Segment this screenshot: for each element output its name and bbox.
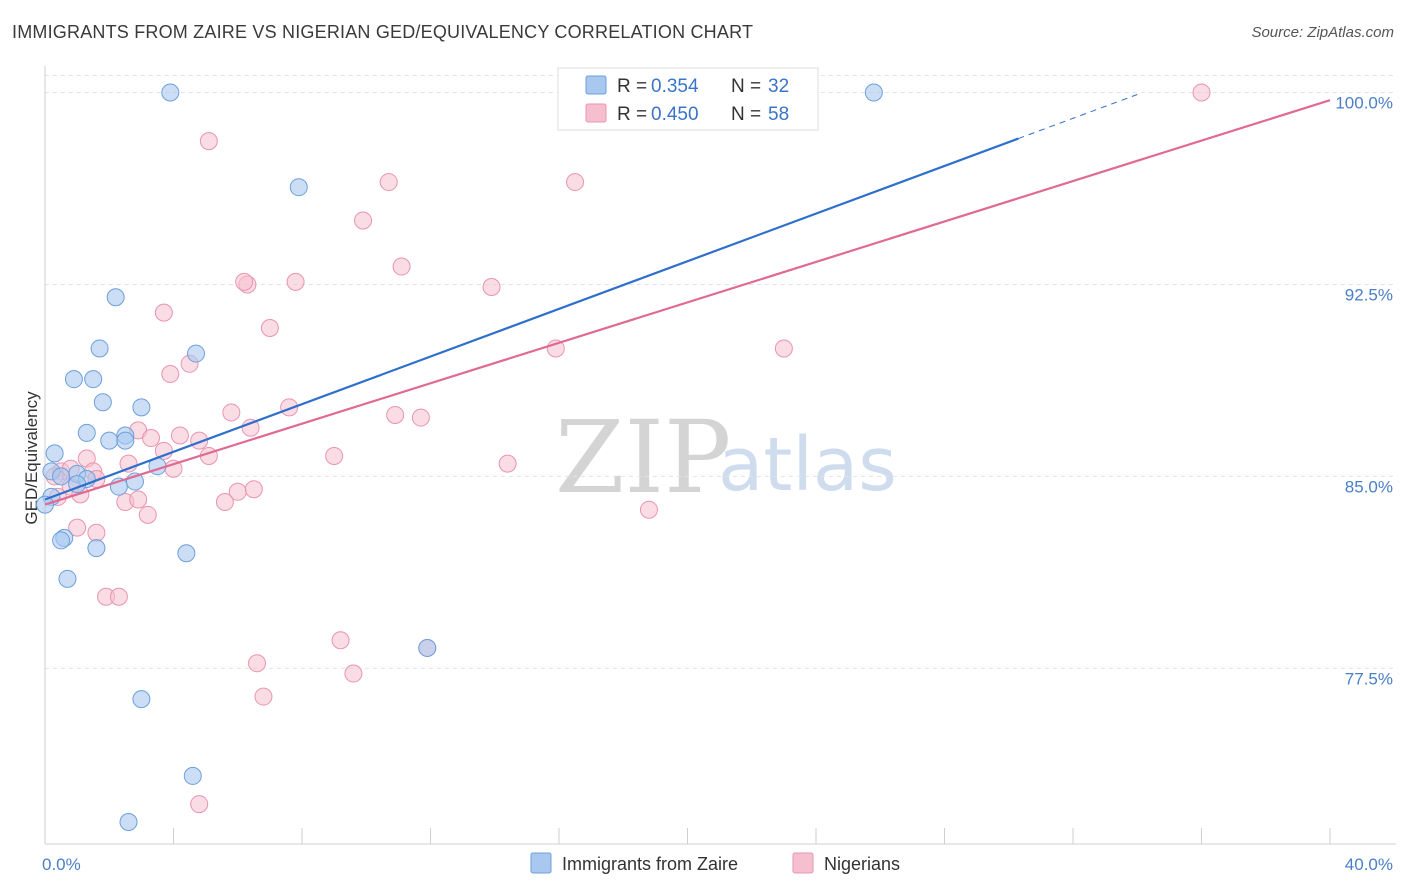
nigerian-point (142, 429, 161, 448)
nigerian-point (354, 211, 373, 230)
y-tick-labels: 77.5% 85.0% 92.5% 100.0% (1335, 93, 1393, 688)
stats-legend-r-label-1: R = (617, 76, 647, 97)
nigerian-point (392, 257, 411, 276)
y-tick-label: 92.5% (1345, 285, 1393, 304)
zaire-point (116, 431, 135, 450)
watermark-zip: ZIP (555, 399, 731, 516)
nigerian-point (244, 480, 263, 499)
nigerian-point (68, 518, 87, 537)
nigerian-point (331, 631, 350, 650)
nigerian-point (215, 493, 234, 512)
zaire-point (77, 423, 96, 442)
zaire-points (36, 83, 883, 831)
zaire-point (100, 431, 119, 450)
nigerian-point (286, 272, 305, 291)
y-tick-label: 85.0% (1345, 477, 1393, 496)
zaire-point (177, 544, 196, 563)
nigerian-point (170, 426, 189, 445)
source-credit: Source: ZipAtlas.com (1251, 24, 1394, 41)
stats-legend-swatch-zaire (585, 75, 607, 95)
gridlines (45, 74, 1396, 669)
zaire-point (87, 539, 106, 558)
y-tick-label: 77.5% (1345, 669, 1393, 688)
zaire-trend-line (44, 137, 1019, 501)
nigerian-point (386, 406, 405, 425)
nigerian-point (260, 318, 279, 337)
nigerian-point (379, 173, 398, 192)
zaire-point (183, 766, 202, 785)
zaire-point (106, 288, 125, 307)
zaire-point (52, 531, 71, 550)
nigerian-point (161, 365, 180, 384)
zaire-point (45, 444, 64, 463)
zaire-point (52, 467, 71, 486)
nigerian-point (566, 173, 585, 192)
axes (44, 66, 1396, 845)
stats-legend: R = 0.354 N = 32 R = 0.450 N = 58 (557, 67, 819, 131)
trend-lines (44, 94, 1331, 506)
nigerian-point (411, 408, 430, 427)
y-axis-label: GED/Equivalency (22, 391, 41, 525)
zaire-point (161, 83, 180, 102)
x-tick-label-min: 0.0% (42, 855, 81, 874)
zaire-point (132, 690, 151, 709)
series-legend: Immigrants from Zaire Nigerians (530, 852, 900, 874)
stats-legend-r-zaire: 0.354 (651, 76, 699, 97)
nigerian-point (199, 132, 218, 151)
nigerian-point (344, 664, 363, 683)
nigerian-point (254, 687, 273, 706)
zaire-point (58, 569, 77, 588)
zaire-trend-extension (1018, 94, 1138, 140)
nigerian-point (87, 523, 106, 542)
series-legend-label-nigerian: Nigerians (824, 854, 900, 874)
zaire-point (84, 370, 103, 389)
chart-title: IMMIGRANTS FROM ZAIRE VS NIGERIAN GED/EQ… (12, 22, 754, 42)
zaire-point (132, 398, 151, 417)
nigerian-point (190, 795, 209, 814)
zaire-point (186, 344, 205, 363)
nigerian-point (1192, 83, 1211, 102)
stats-legend-n-label-2: N = (731, 104, 761, 125)
series-legend-label-zaire: Immigrants from Zaire (562, 854, 738, 874)
nigerian-point (222, 403, 241, 422)
nigerian-point (109, 587, 128, 606)
nigerian-point (235, 272, 254, 291)
nigerian-point (154, 441, 173, 460)
stats-legend-swatch-nigerian (585, 103, 607, 123)
zaire-point (289, 178, 308, 197)
nigerian-point (129, 490, 148, 509)
nigerian-point (241, 418, 260, 437)
nigerian-point (482, 278, 501, 297)
stats-legend-n-zaire: 32 (768, 76, 789, 97)
x-tick-labels: 0.0% 40.0% (42, 855, 1393, 874)
nigerian-point (639, 500, 658, 519)
stats-legend-n-label-1: N = (731, 76, 761, 97)
y-tick-label: 100.0% (1335, 93, 1393, 112)
watermark-atlas: atlas (718, 422, 897, 508)
series-legend-swatch-nigerian (792, 852, 814, 874)
nigerian-trend-line (44, 99, 1331, 506)
nigerian-point (248, 654, 267, 673)
zaire-point (64, 370, 83, 389)
nigerian-point (154, 303, 173, 322)
nigerian-point (498, 454, 517, 473)
nigerian-point (325, 446, 344, 465)
stats-legend-r-nigerian: 0.450 (651, 104, 699, 125)
stats-legend-r-label-2: R = (617, 104, 647, 125)
nigerian-point (774, 339, 793, 358)
series-legend-swatch-zaire (530, 852, 552, 874)
zaire-point (418, 638, 437, 657)
nigerian-point (138, 505, 157, 524)
x-tick-label-max: 40.0% (1345, 855, 1393, 874)
zaire-point (90, 339, 109, 358)
zaire-point (864, 83, 883, 102)
stats-legend-n-nigerian: 58 (768, 104, 789, 125)
zaire-point (119, 813, 138, 831)
zaire-point (93, 393, 112, 412)
